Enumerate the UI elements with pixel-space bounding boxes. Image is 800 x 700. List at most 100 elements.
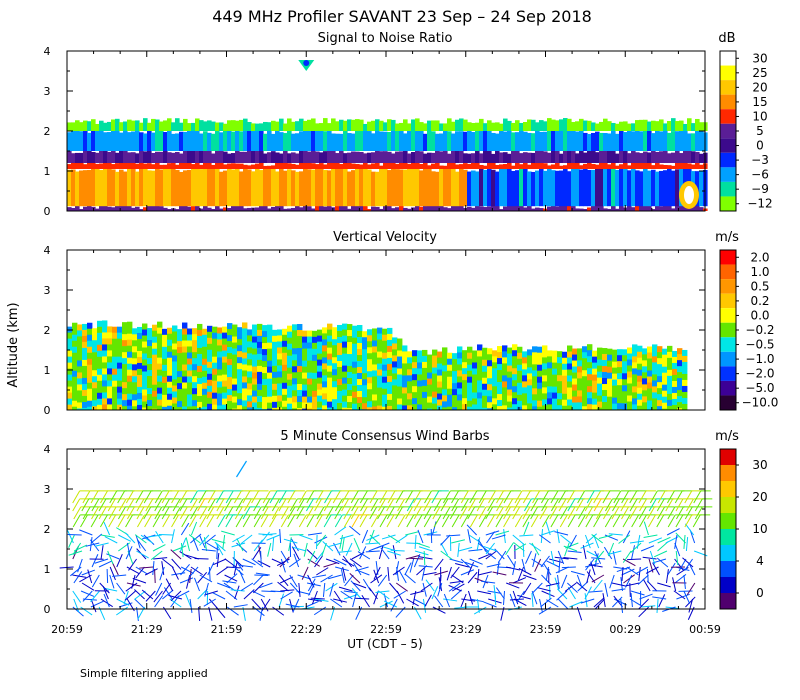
wind-barb (464, 561, 479, 568)
wind-barb (242, 506, 261, 520)
snr-cell (407, 208, 412, 211)
wind-barb-staff (613, 598, 627, 606)
velocity-cell (207, 331, 213, 339)
velocity-cell (432, 403, 438, 410)
wind-barb (118, 506, 136, 520)
wind-barb (349, 558, 362, 568)
wind-barb-staff (414, 514, 423, 528)
velocity-cell (202, 370, 208, 378)
wind-barb (392, 566, 405, 576)
velocity-cell (512, 386, 518, 393)
velocity-cell (412, 386, 418, 393)
velocity-cell (282, 334, 288, 342)
snr-cell (631, 166, 636, 207)
wind-barb (109, 574, 115, 589)
velocity-cell (397, 344, 403, 351)
wind-barb (540, 490, 559, 504)
velocity-cell (197, 335, 203, 343)
wind-barb-staff (423, 531, 438, 536)
wind-barb-staff (116, 582, 126, 595)
snr-cell (547, 165, 552, 169)
snr-cell (367, 152, 372, 163)
wind-barb (341, 498, 359, 512)
y-tick-label: 2 (44, 125, 51, 138)
wind-barb-staff (216, 553, 220, 568)
wind-barb (452, 583, 465, 592)
velocity-cell (157, 357, 163, 365)
wind-barb-staff (341, 498, 350, 512)
velocity-cell (217, 393, 223, 400)
wind-barb-staff (594, 550, 605, 563)
wind-barb-staff (134, 589, 145, 600)
velocity-cell (177, 335, 183, 342)
wind-barb (478, 553, 492, 560)
wind-barb (557, 598, 569, 610)
wind-barb-staff (656, 598, 659, 613)
velocity-cell (292, 372, 298, 379)
velocity-cell (437, 351, 443, 358)
snr-cell (79, 152, 84, 163)
wind-barb (77, 558, 83, 573)
wind-barb (580, 598, 595, 604)
wind-barb (180, 542, 184, 557)
wind-barb-staff (483, 601, 497, 608)
wind-barb (112, 574, 127, 577)
wind-barb-staff (197, 572, 208, 584)
wind-barb (126, 542, 131, 557)
wind-barb-staff (405, 506, 414, 520)
velocity-cell (127, 393, 133, 401)
snr-cell (547, 152, 552, 163)
snr-cell (371, 152, 376, 163)
snr-cell (475, 171, 480, 207)
wind-barb-staff (355, 597, 370, 600)
wind-barb (603, 546, 613, 560)
snr-cell (91, 130, 96, 151)
velocity-cell (202, 334, 208, 342)
snr-cell (647, 152, 652, 163)
wind-barb-staff (242, 514, 251, 528)
wind-barb (525, 550, 532, 564)
snr-cell (215, 204, 220, 211)
snr-cell (499, 123, 504, 131)
wind-barb (629, 540, 644, 544)
snr-cell (211, 121, 216, 131)
velocity-cell (172, 397, 178, 404)
snr-cell (443, 207, 448, 211)
snr-cell (615, 123, 620, 131)
velocity-cell (547, 398, 553, 405)
velocity-cell (582, 406, 588, 410)
wind-barb-staff (343, 514, 352, 528)
wind-barb-staff (451, 539, 465, 544)
snr-cell (407, 128, 412, 151)
velocity-cell (442, 389, 448, 396)
velocity-cell (512, 374, 518, 381)
wind-barb-staff (226, 566, 241, 569)
wind-barb (523, 521, 530, 536)
velocity-cell (82, 407, 88, 410)
snr-cell (311, 118, 316, 131)
snr-cell (311, 148, 316, 163)
velocity-cell (242, 328, 248, 335)
snr-cell (615, 208, 620, 211)
snr-cell (267, 208, 272, 211)
snr-cell (559, 204, 564, 211)
velocity-cell (557, 375, 563, 382)
velocity-cell (427, 360, 433, 367)
wind-barb-staff (648, 498, 657, 512)
velocity-cell (592, 380, 598, 388)
velocity-cell (182, 376, 188, 383)
snr-cell (619, 168, 624, 207)
wind-barb (484, 549, 497, 560)
wind-barb (594, 598, 605, 610)
wind-barb-staff (588, 564, 603, 568)
wind-barb-staff (446, 566, 452, 581)
wind-barb-staff (216, 498, 225, 512)
velocity-cell (392, 385, 398, 392)
snr-cell (307, 206, 312, 211)
wind-barb (607, 550, 622, 556)
velocity-cell (252, 372, 258, 379)
wind-barb (215, 490, 234, 504)
snr-cell (115, 171, 120, 207)
wind-barb-staff (141, 589, 154, 600)
wind-barb (539, 598, 543, 613)
